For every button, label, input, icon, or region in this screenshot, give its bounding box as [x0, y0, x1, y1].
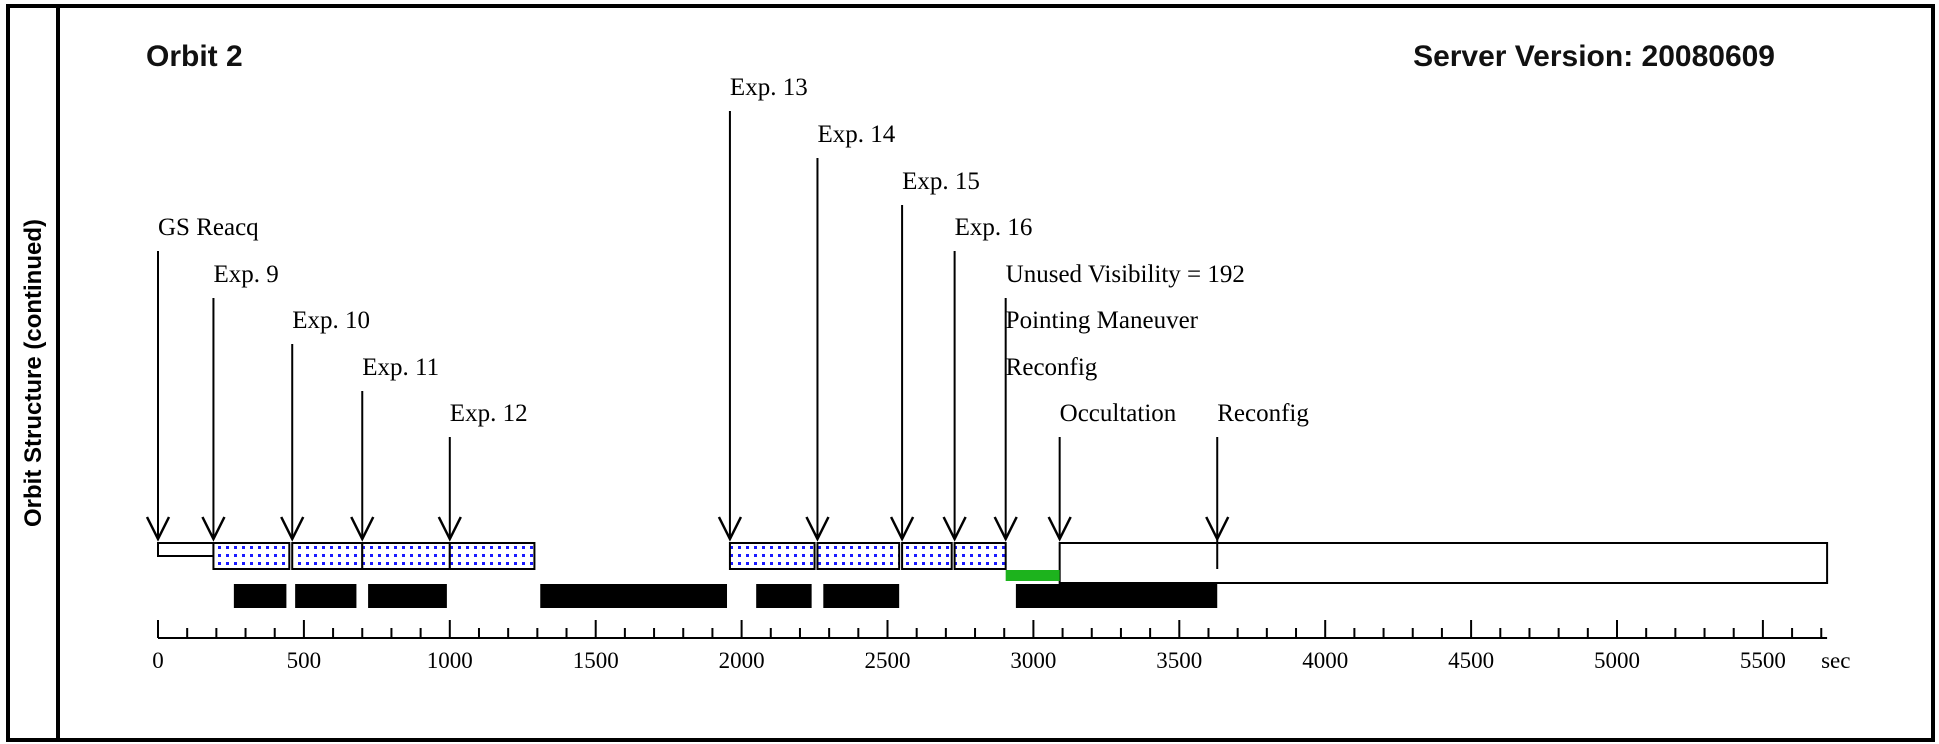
black-bar [233, 584, 287, 608]
diagram-frame: Orbit Structure (continued) [6, 4, 1935, 742]
tick-label: 5000 [1594, 648, 1640, 673]
event-arrow-icon [201, 516, 226, 542]
event-label: Exp. 14 [817, 121, 895, 148]
event-label: Exp. 9 [213, 261, 278, 288]
event-label: Pointing Maneuver [1006, 307, 1199, 334]
event-arrow-icon [350, 516, 375, 542]
event-arrow-icon [280, 516, 305, 542]
tick-label: 4500 [1448, 648, 1494, 673]
event-arrow-icon [942, 516, 967, 542]
sidebar: Orbit Structure (continued) [10, 8, 60, 738]
exposure-block [448, 542, 536, 570]
event-label: Occultation [1060, 400, 1177, 427]
server-version: Server Version: 20080609 [1413, 40, 1775, 73]
event-arrow-icon [993, 516, 1018, 542]
black-bar [295, 584, 357, 608]
event-arrow-icon [437, 516, 462, 542]
tick-label: 2000 [719, 648, 765, 673]
tick-label: 3000 [1010, 648, 1056, 673]
occultation-box [1058, 542, 1829, 584]
tick-label: 4000 [1302, 648, 1348, 673]
orbit-title: Orbit 2 [146, 40, 243, 73]
event-arrow-icon [805, 516, 830, 542]
black-bar [756, 584, 812, 608]
event-arrow-icon [889, 516, 915, 542]
tick-label: 500 [287, 648, 322, 673]
event-label: Unused Visibility = 192 [1006, 261, 1245, 288]
exposure-block [291, 542, 364, 570]
exposure-block [361, 542, 451, 570]
exposure-block [901, 542, 953, 570]
event-label: Exp. 11 [362, 354, 439, 381]
exposure-block [212, 542, 291, 570]
event-label: Exp. 16 [955, 214, 1033, 241]
tick-label: 3500 [1156, 648, 1202, 673]
event-label: Exp. 15 [902, 168, 980, 195]
event-label: Exp. 10 [292, 307, 370, 334]
black-bar [540, 584, 728, 608]
event-label: Exp. 12 [450, 400, 528, 427]
event-label: Reconfig [1006, 354, 1098, 381]
event-arrow-icon [145, 516, 171, 542]
tick-label: 5500 [1740, 648, 1786, 673]
gs-reacq-bar [157, 542, 215, 557]
tick-label: 1500 [573, 648, 619, 673]
black-bar [1015, 584, 1218, 608]
tick-label: 1000 [427, 648, 473, 673]
exposure-block [728, 542, 816, 570]
event-label: Reconfig [1217, 400, 1309, 427]
event-arrow-icon [1047, 516, 1072, 542]
tick-label: 0 [152, 648, 164, 673]
exposure-block [816, 542, 901, 570]
unused-visibility-bar [1005, 570, 1060, 581]
exposure-block [953, 542, 1007, 570]
event-label: GS Reacq [158, 214, 259, 241]
black-bar [368, 584, 447, 608]
event-arrow-icon [1205, 516, 1230, 542]
event-label: Exp. 13 [730, 74, 808, 101]
tick-label: 2500 [865, 648, 911, 673]
black-bar [823, 584, 900, 608]
event-arrow-icon [717, 516, 743, 542]
axis-unit-label: sec [1821, 648, 1850, 673]
